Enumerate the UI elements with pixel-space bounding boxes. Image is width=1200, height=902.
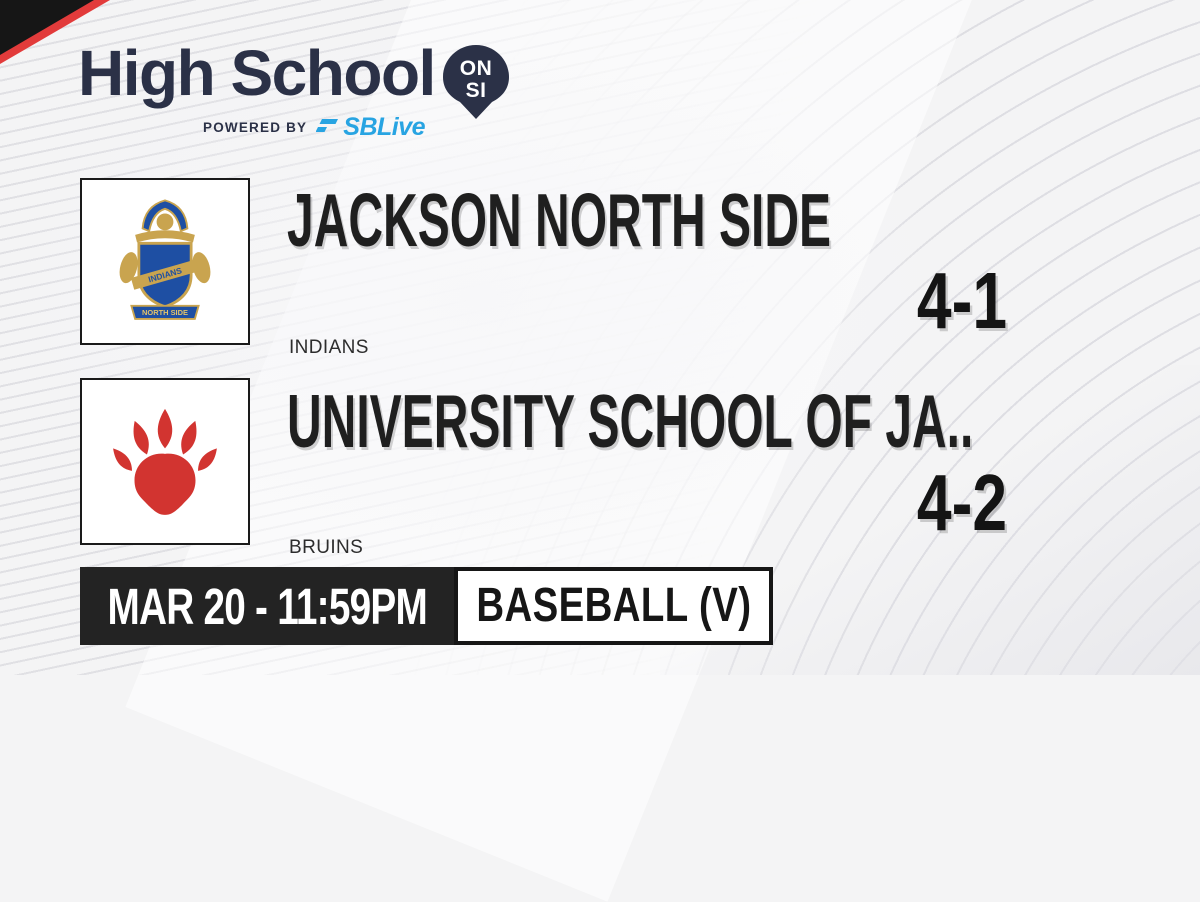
team1-mascot-label: INDIANS	[289, 337, 369, 358]
sport-level-box: BASEBALL (V)	[454, 567, 773, 645]
crest-ribbon-text: NORTH SIDE	[142, 308, 188, 317]
jackson-north-side-crest-logo: INDIANS NORTH SIDE	[119, 198, 211, 320]
team2-record: 4-2	[916, 458, 1008, 547]
powered-by-row: POWERED BY SBLive	[203, 113, 426, 142]
team2-logo-box	[80, 378, 250, 545]
game-datetime-box: MAR 20 - 11:59PM	[80, 567, 454, 645]
team1-record: 4-1	[916, 256, 1008, 345]
sblive-logo: SBLive	[316, 113, 426, 142]
sblive-s-icon	[316, 118, 339, 132]
on-si-location-pin-icon: ON SI	[443, 45, 509, 119]
powered-by-label: POWERED BY	[203, 120, 308, 135]
team2-name: UNIVERSITY SCHOOL OF JA..	[287, 379, 974, 463]
red-paw-print-logo	[109, 408, 221, 515]
sport-level-text: BASEBALL (V)	[475, 579, 752, 632]
high-school-wordmark: High School	[78, 37, 436, 109]
pin-text-si: SI	[466, 79, 487, 102]
team1-logo-box: INDIANS NORTH SIDE	[80, 178, 250, 345]
sblive-logo-text: SBLive	[343, 113, 426, 141]
game-datetime-text: MAR 20 - 11:59PM	[107, 577, 427, 635]
team2-mascot-label: BRUINS	[289, 537, 364, 558]
pin-text-on: ON	[460, 57, 493, 80]
team1-name: JACKSON NORTH SIDE	[287, 178, 832, 262]
